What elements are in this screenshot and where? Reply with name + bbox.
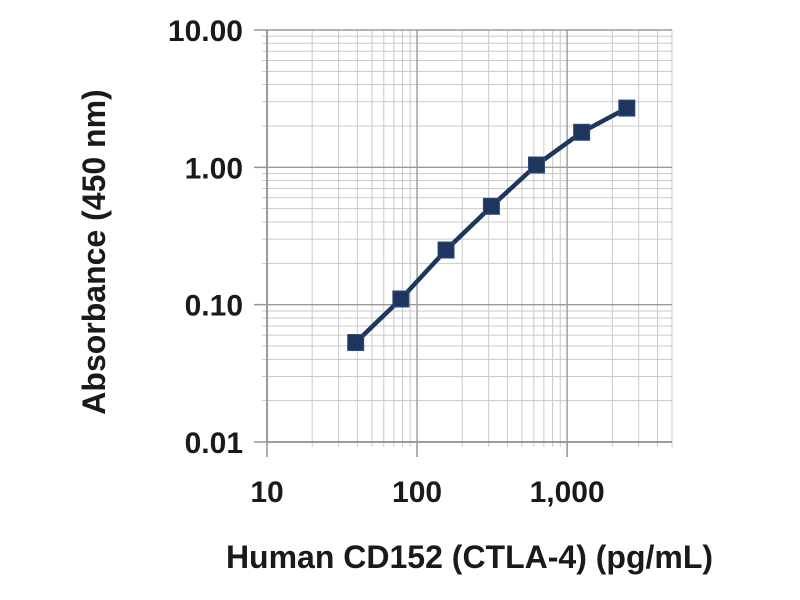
x-tick-label: 100 [392, 476, 442, 509]
data-point [347, 334, 365, 352]
x-tick-label: 10 [250, 476, 283, 509]
gridlines-major [266, 29, 672, 443]
x-tick-labels: 10 100 1,000 [250, 476, 604, 509]
y-tick-label: 0.01 [185, 427, 243, 460]
data-point [482, 197, 500, 215]
y-tick-label: 0.10 [185, 290, 243, 323]
axes [266, 30, 672, 443]
gridlines-minor [262, 30, 673, 447]
y-tick-label: 1.00 [185, 152, 243, 185]
data-points [347, 99, 636, 352]
y-axis-title: Absorbance (450 nm) [76, 89, 112, 414]
x-axis-title: Human CD152 (CTLA-4) (pg/mL) [226, 539, 713, 575]
y-tick-label: 10.00 [168, 15, 243, 48]
tick-marks [254, 29, 568, 457]
data-point [392, 290, 410, 308]
x-tick-label: 1,000 [530, 476, 605, 509]
data-point [527, 156, 545, 174]
data-point [437, 241, 455, 259]
y-tick-labels: 10.00 1.00 0.10 0.01 [168, 15, 243, 460]
data-point [573, 123, 591, 141]
data-point [618, 99, 636, 117]
